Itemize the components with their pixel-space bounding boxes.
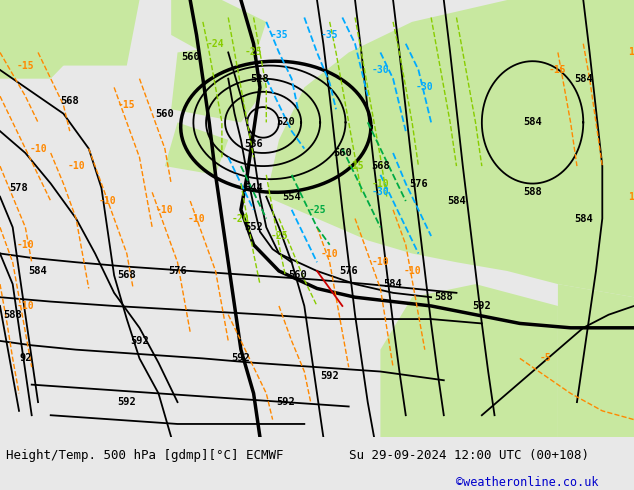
Text: -30: -30 [372, 65, 389, 75]
Text: 592: 592 [117, 397, 136, 407]
Text: 568: 568 [371, 161, 390, 171]
Text: 520: 520 [276, 118, 295, 127]
Text: 576: 576 [168, 266, 187, 276]
Text: 552: 552 [244, 222, 263, 232]
Text: 584: 584 [384, 279, 403, 289]
Text: 584: 584 [447, 196, 466, 206]
Text: 15: 15 [628, 48, 634, 57]
Text: -15: -15 [549, 65, 567, 75]
Text: 578: 578 [10, 183, 29, 193]
Text: 560: 560 [333, 148, 352, 158]
Text: -5: -5 [540, 353, 551, 364]
Text: -10: -10 [321, 248, 339, 259]
Text: -30: -30 [416, 82, 434, 93]
Text: 584: 584 [574, 214, 593, 223]
Polygon shape [380, 284, 558, 437]
Text: 560: 560 [288, 270, 307, 280]
Polygon shape [165, 122, 228, 175]
Polygon shape [266, 0, 634, 297]
Text: 588: 588 [434, 292, 453, 302]
Polygon shape [171, 44, 266, 122]
Text: 560: 560 [181, 52, 200, 62]
Text: -20: -20 [232, 214, 250, 223]
Text: 576: 576 [339, 266, 358, 276]
Text: -10: -10 [372, 178, 389, 189]
Text: -15: -15 [118, 100, 136, 110]
Text: -10: -10 [16, 301, 34, 311]
Text: 554: 554 [282, 192, 301, 202]
Text: -10: -10 [67, 161, 85, 171]
Text: 92: 92 [19, 353, 32, 364]
Text: -25: -25 [308, 205, 326, 215]
Text: 576: 576 [409, 178, 428, 189]
Text: -10: -10 [403, 266, 421, 276]
Text: -15: -15 [346, 161, 364, 171]
Polygon shape [171, 0, 266, 61]
Text: ©weatheronline.co.uk: ©weatheronline.co.uk [456, 476, 599, 489]
Text: -10: -10 [188, 214, 205, 223]
Text: 592: 592 [472, 301, 491, 311]
Polygon shape [558, 284, 634, 437]
Text: -30: -30 [372, 187, 389, 197]
Text: -25: -25 [270, 231, 288, 241]
Text: 560: 560 [155, 109, 174, 119]
Polygon shape [38, 0, 139, 66]
Text: 588: 588 [523, 187, 542, 197]
Text: -35: -35 [270, 30, 288, 40]
Text: 584: 584 [523, 118, 542, 127]
Text: Su 29-09-2024 12:00 UTC (00+108): Su 29-09-2024 12:00 UTC (00+108) [349, 449, 589, 462]
Text: 592: 592 [320, 371, 339, 381]
Text: Height/Temp. 500 hPa [gdmp][°C] ECMWF: Height/Temp. 500 hPa [gdmp][°C] ECMWF [6, 449, 284, 462]
Polygon shape [0, 0, 76, 79]
Text: -10: -10 [29, 144, 47, 153]
Text: 15: 15 [628, 192, 634, 202]
Text: -25: -25 [245, 48, 262, 57]
Text: 592: 592 [276, 397, 295, 407]
Text: -35: -35 [321, 30, 339, 40]
Text: -10: -10 [16, 240, 34, 250]
Text: -10: -10 [156, 205, 174, 215]
Text: 584: 584 [29, 266, 48, 276]
Text: 544: 544 [244, 183, 263, 193]
Text: 588: 588 [3, 310, 22, 319]
Text: 584: 584 [574, 74, 593, 84]
Text: 568: 568 [117, 270, 136, 280]
Text: 528: 528 [250, 74, 269, 84]
Text: -15: -15 [16, 61, 34, 71]
Text: 592: 592 [130, 336, 149, 346]
Text: -10: -10 [99, 196, 117, 206]
Text: 568: 568 [60, 96, 79, 105]
Text: 536: 536 [244, 139, 263, 149]
Text: -24: -24 [207, 39, 224, 49]
Text: 592: 592 [231, 353, 250, 364]
Text: -10: -10 [372, 257, 389, 267]
